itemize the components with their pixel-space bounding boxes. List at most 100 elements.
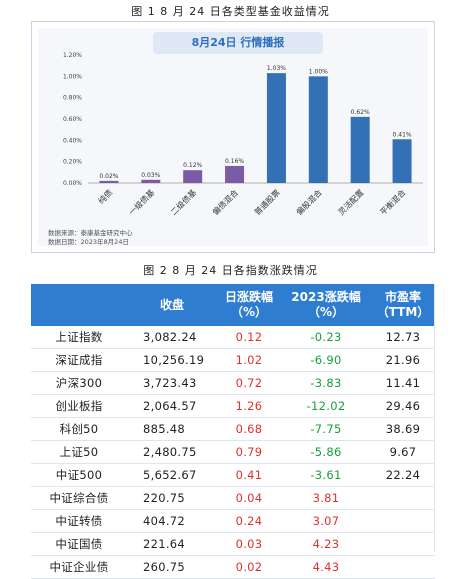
header-pe-unit: （TTM） (376, 305, 430, 319)
figure-2-title: 图 2 8 月 24 日各指数涨跌情况 (143, 264, 318, 277)
header-ytd-change-unit: （%） (307, 305, 345, 319)
day-change-cell: 1.02 (217, 348, 281, 372)
pe-ratio-cell (371, 555, 435, 579)
header-name (31, 284, 127, 326)
bar (99, 180, 119, 183)
table-row: 上证50 2,480.75 0.79 -5.86 9.67 (31, 440, 435, 464)
x-category-label: 一级债基 (127, 187, 157, 217)
x-category-label: 偏债混合 (210, 187, 240, 217)
index-name-cell: 上证指数 (31, 326, 127, 349)
close-value-cell: 3,723.43 (127, 371, 217, 395)
y-tick-label: 0.00% (63, 180, 82, 187)
index-name-cell: 科创50 (31, 417, 127, 441)
bar-value-label: 1.03% (267, 65, 286, 72)
header-ytd-change-label: 2023涨跌幅 (291, 290, 361, 304)
pe-ratio-cell (371, 486, 435, 510)
bar-value-label: 0.41% (393, 131, 412, 138)
close-value-cell: 10,256.19 (127, 348, 217, 372)
bar (225, 165, 245, 183)
day-change-cell: 0.72 (217, 371, 281, 395)
y-tick-label: 0.20% (63, 159, 82, 166)
day-change-cell: 0.12 (217, 326, 281, 349)
bar (141, 179, 161, 183)
ytd-change-cell: -3.61 (281, 463, 371, 487)
index-name-cell: 中证企业债 (31, 555, 127, 579)
close-value-cell: 260.75 (127, 555, 217, 579)
fund-returns-chart-frame: 8月24日 行情播报 0.00% 0.20% 0.40% 0.60% 0.80% 1.00… (31, 21, 435, 253)
header-pe: 市盈率 （TTM） (371, 284, 435, 326)
close-value-cell: 2,064.57 (127, 394, 217, 418)
day-change-cell: 0.04 (217, 486, 281, 510)
ytd-change-cell: 3.81 (281, 486, 371, 510)
index-name-cell: 中证综合债 (31, 486, 127, 510)
fund-returns-bar-chart: 0.00% 0.20% 0.40% 0.60% 0.80% 1.00% 1.20% 0.02%… (63, 52, 423, 217)
day-change-cell: 0.79 (217, 440, 281, 464)
pe-ratio-cell: 38.69 (371, 417, 435, 441)
table-row: 沪深300 3,723.43 0.72 -3.83 11.41 (31, 371, 435, 395)
bar-value-label: 0.62% (351, 109, 370, 116)
index-name-cell: 创业板指 (31, 394, 127, 418)
header-day-change-label: 日涨跌幅 (224, 290, 273, 304)
chart-title: 8月24日 行情播报 (153, 32, 323, 54)
pe-ratio-cell: 9.67 (371, 440, 435, 464)
header-ytd-change: 2023涨跌幅 （%） (281, 284, 371, 326)
table-row: 深证成指 10,256.19 1.02 -6.90 21.96 (31, 348, 435, 372)
figure-1-title: 图 1 8 月 24 日各类型基金收益情况 (131, 5, 330, 18)
header-day-change-unit: （%） (230, 305, 268, 319)
ytd-change-cell: -5.86 (281, 440, 371, 464)
ytd-change-cell: -3.83 (281, 371, 371, 395)
pe-ratio-cell (371, 532, 435, 556)
table-row: 中证500 5,652.67 0.41 -3.61 22.24 (31, 463, 435, 487)
day-change-cell: 0.24 (217, 509, 281, 533)
x-category-label: 平衡混合 (378, 187, 408, 217)
table-row: 中证企业债 260.75 0.02 4.43 (31, 555, 435, 579)
table-row: 中证综合债 220.75 0.04 3.81 (31, 486, 435, 510)
chart-source: 数据来源：泰康基金研究中心 (48, 229, 133, 237)
pe-ratio-cell: 12.73 (371, 326, 435, 349)
x-category-label: 普通股票 (252, 187, 282, 217)
bar (183, 170, 203, 183)
pe-ratio-cell (371, 509, 435, 533)
x-category-label: 二级债基 (168, 187, 198, 217)
table-row: 创业板指 2,064.57 1.26 -12.02 29.46 (31, 394, 435, 418)
header-close: 收盘 (159, 297, 184, 312)
y-tick-label: 1.00% (63, 73, 82, 80)
ytd-change-cell: 4.43 (281, 555, 371, 579)
close-value-cell: 3,082.24 (127, 326, 217, 349)
pe-ratio-cell: 11.41 (371, 371, 435, 395)
day-change-cell: 1.26 (217, 394, 281, 418)
x-category-label: 灵活配置 (336, 187, 366, 217)
ytd-change-cell: -7.75 (281, 417, 371, 441)
bar-value-label: 0.12% (183, 162, 202, 169)
table-right-border (434, 284, 435, 552)
close-value-cell: 885.48 (127, 417, 217, 441)
index-name-cell: 沪深300 (31, 371, 127, 395)
bar (392, 139, 412, 183)
day-change-cell: 0.68 (217, 417, 281, 441)
table-row: 中证转债 404.72 0.24 3.07 (31, 509, 435, 533)
index-name-cell: 中证转债 (31, 509, 127, 533)
fund-returns-chart-panel: 8月24日 行情播报 0.00% 0.20% 0.40% 0.60% 0.80% 1.00… (38, 28, 428, 246)
y-tick-label: 0.80% (63, 95, 82, 102)
close-value-cell: 2,480.75 (127, 440, 217, 464)
index-name-cell: 深证成指 (31, 348, 127, 372)
close-value-cell: 404.72 (127, 509, 217, 533)
bar (350, 116, 370, 183)
pe-ratio-cell: 29.46 (371, 394, 435, 418)
ytd-change-cell: 3.07 (281, 509, 371, 533)
ytd-change-cell: -6.90 (281, 348, 371, 372)
table-header-row: 收盘 日涨跌幅 （%） 2023涨跌幅 （%） 市盈率 （TTM） (31, 284, 435, 326)
ytd-change-cell: -12.02 (281, 394, 371, 418)
index-table: 收盘 日涨跌幅 （%） 2023涨跌幅 （%） 市盈率 （TTM） 上证指数 3,… (31, 284, 435, 579)
y-tick-label: 0.40% (63, 137, 82, 144)
ytd-change-cell: 4.23 (281, 532, 371, 556)
bar-value-label: 0.03% (141, 172, 160, 179)
header-pe-label: 市盈率 (384, 290, 421, 304)
pe-ratio-cell: 22.24 (371, 463, 435, 487)
index-name-cell: 中证500 (31, 463, 127, 487)
bar-value-label: 0.16% (225, 158, 244, 165)
bar (266, 73, 286, 183)
x-category-label: 纯债 (96, 187, 114, 205)
x-category-label: 偏股混合 (294, 187, 324, 217)
bar (308, 76, 328, 183)
